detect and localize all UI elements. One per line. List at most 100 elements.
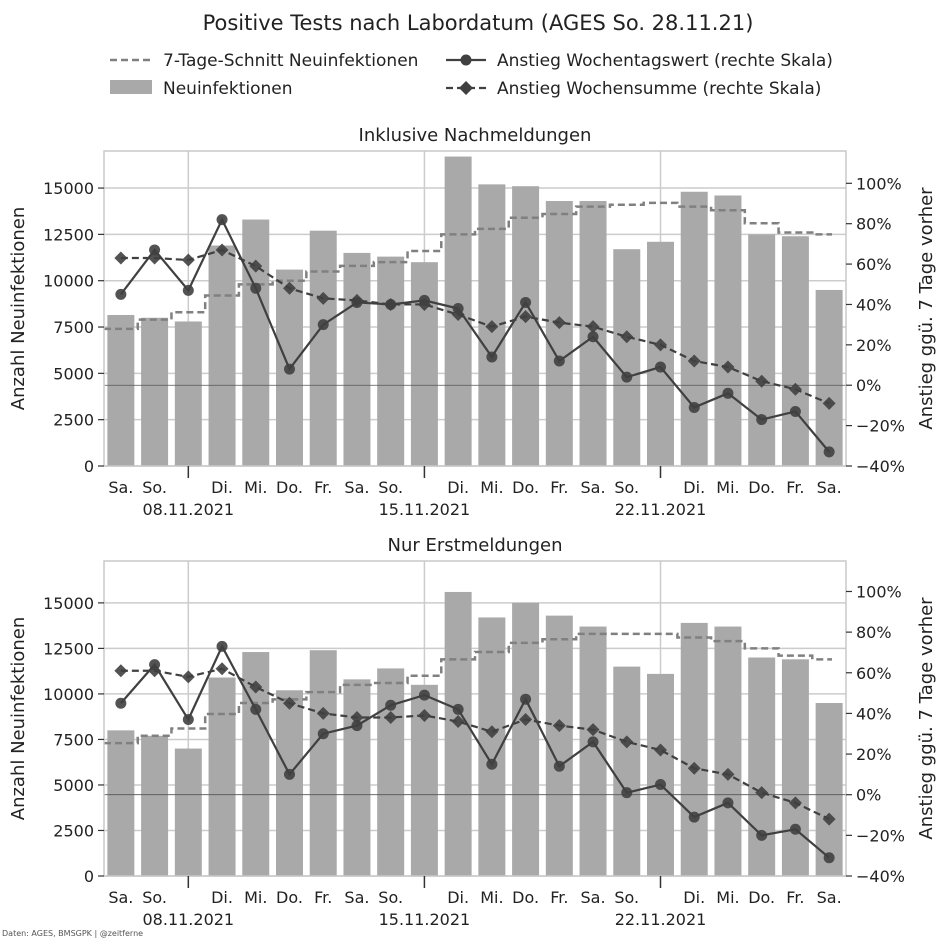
y-axis-title: Anzahl Neuinfektionen — [8, 207, 29, 410]
bar — [748, 234, 776, 466]
point-weekday — [216, 640, 228, 652]
plot-frame — [103, 560, 847, 877]
bar — [208, 677, 236, 876]
legend-swatch-marker — [459, 81, 473, 95]
chart-nur-erstmeldungen: Nur Erstmeldungen 0 2500 5000 7500 10000 12500… — [8, 535, 937, 929]
figure-title: Positive Tests nach Labordatum (AGES So.… — [203, 11, 754, 35]
bar — [647, 241, 674, 466]
bar — [714, 626, 742, 876]
point-weekday — [621, 371, 633, 383]
point-weekday — [385, 298, 397, 310]
point-weeksum — [181, 253, 195, 267]
x-tick-label: Fr. — [550, 478, 568, 497]
point-weekday — [823, 446, 835, 458]
x-tick-label: So. — [142, 478, 167, 497]
x-tick-label: Di. — [447, 888, 469, 907]
point-weeksum — [654, 743, 667, 757]
point-weekday — [216, 214, 228, 226]
point-weekday — [520, 296, 532, 308]
series-weeksum-line — [120, 248, 830, 405]
series-weekday-line — [120, 643, 830, 859]
y-tick-label: 2500 — [53, 821, 94, 840]
y2-tick-label: 80% — [856, 215, 892, 234]
point-weeksum — [215, 243, 229, 257]
point-weekday — [486, 351, 498, 363]
x-tick-label: So. — [378, 478, 403, 497]
x-tick-label: So. — [378, 888, 403, 907]
point-weekday — [655, 361, 666, 373]
point-weekday — [823, 852, 835, 864]
series-avg-line — [104, 632, 832, 745]
point-weeksum — [114, 664, 128, 678]
y-tick-label: 15000 — [43, 179, 94, 198]
point-weekday — [452, 703, 464, 715]
point-weekday — [418, 294, 430, 306]
y2-axis-title: Anstieg ggü. 7 Tage vorher — [916, 187, 937, 430]
point-weekday — [789, 823, 801, 835]
point-weeksum — [721, 767, 735, 781]
y2-tick-label: −40% — [856, 457, 905, 476]
point-weekday — [250, 703, 262, 715]
bar — [309, 650, 337, 876]
x-tick-label: Mi. — [716, 888, 739, 907]
point-weekday — [789, 405, 801, 417]
x-tick-label: Di. — [683, 888, 705, 907]
point-weekday — [587, 331, 599, 343]
x-tick-label: Do. — [276, 478, 303, 497]
x-tick-label: Sa. — [817, 888, 842, 907]
point-weekday — [317, 728, 329, 740]
point-weeksum — [283, 281, 296, 295]
bar — [781, 659, 809, 876]
y2-tick-label: −20% — [856, 417, 905, 436]
x-date-label: 22.11.2021 — [615, 910, 707, 929]
point-weekday — [486, 758, 498, 770]
y-axis-title: Anzahl Neuinfektionen — [8, 617, 29, 820]
x-tick-label: Sa. — [108, 888, 133, 907]
legend-label: Anstieg Wochentagswert (rechte Skala) — [497, 51, 833, 71]
point-weekday — [351, 296, 363, 308]
point-weekday — [385, 699, 397, 711]
point-weeksum — [755, 786, 769, 800]
bar — [781, 236, 809, 466]
y2-tick-label: 40% — [856, 704, 892, 723]
y-tick-label: 0 — [84, 457, 94, 476]
x-tick-label: Mi. — [480, 888, 503, 907]
point-weeksum — [552, 719, 566, 733]
point-weeksum — [687, 761, 701, 775]
bar — [815, 703, 843, 876]
x-tick-label: Mi. — [716, 478, 739, 497]
y-tick-label: 15000 — [43, 594, 94, 613]
bar — [512, 186, 540, 467]
y2-tick-label: −20% — [856, 826, 905, 845]
x-date-label: 15.11.2021 — [379, 500, 471, 519]
x-date-label: 15.11.2021 — [379, 910, 471, 929]
point-weeksum — [519, 713, 533, 727]
bar — [545, 201, 573, 466]
bar — [309, 230, 337, 466]
y-tick-label: 10000 — [43, 272, 94, 291]
chart-title: Nur Erstmeldungen — [388, 535, 563, 556]
bar — [579, 626, 607, 876]
y2-tick-label: 60% — [856, 255, 892, 274]
point-weeksum — [586, 723, 600, 737]
point-weekday — [756, 829, 768, 841]
y2-tick-label: −40% — [856, 867, 905, 886]
point-weeksum — [822, 812, 836, 826]
point-weekday — [688, 811, 700, 823]
legend-label: Neuinfektionen — [163, 79, 293, 99]
point-weeksum — [215, 662, 229, 676]
point-weeksum — [721, 360, 735, 374]
chart-inklusive-nachmeldungen: Inklusive Nachmeldungen 0 2500 5000 7500 1000… — [8, 125, 937, 519]
point-weekday — [149, 244, 161, 256]
legend-item-weekday-growth: Anstieg Wochentagswert (rechte Skala) — [446, 51, 833, 71]
x-tick-label: Sa. — [108, 478, 133, 497]
plot-frame — [103, 150, 847, 467]
x-tick-label: Fr. — [314, 478, 332, 497]
bar — [377, 256, 405, 466]
point-weeksum — [485, 725, 499, 739]
point-weeksum — [654, 338, 667, 352]
point-weeksum — [755, 374, 769, 388]
x-date-label: 08.11.2021 — [143, 910, 235, 929]
bar — [680, 622, 708, 876]
